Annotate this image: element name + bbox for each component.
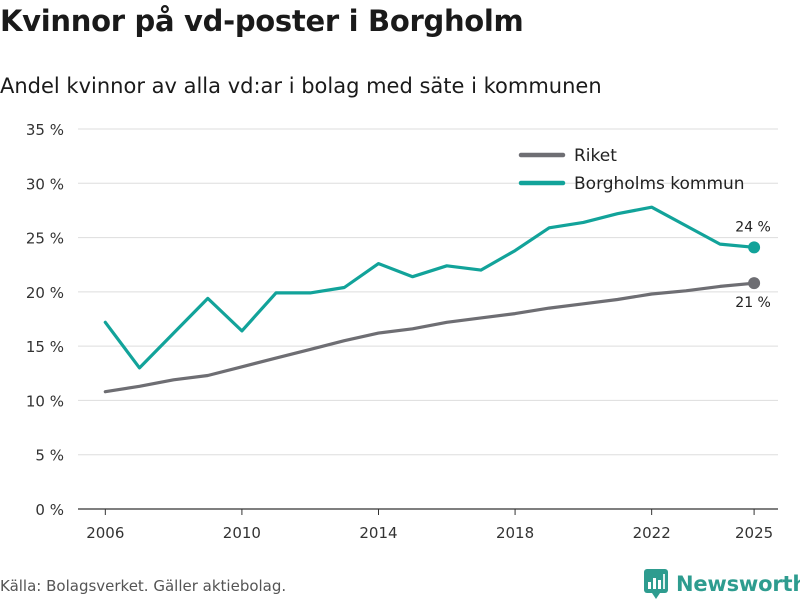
end-labels: 21 % 24 % [735, 219, 771, 311]
y-tick-label: 10 % [26, 392, 64, 410]
series-line-riket [103, 281, 756, 394]
y-tick-label: 25 % [26, 230, 64, 248]
series-lines [103, 205, 756, 394]
y-axis-ticks: 0 % 5 % 10 % 15 % 20 % 25 % 30 % 35 % [26, 121, 64, 519]
y-tick-label: 20 % [26, 284, 64, 302]
x-tick-label: 2010 [223, 524, 261, 542]
end-label-riket: 21 % [735, 295, 771, 311]
legend-label: Borgholms kommun [574, 174, 745, 194]
legend: Riket Borgholms kommun [518, 146, 745, 194]
end-point-borgholms-kommun [748, 241, 761, 254]
legend-label: Riket [574, 146, 617, 166]
x-tick-label: 2025 [735, 524, 773, 542]
chart-title: Kvinnor på vd-poster i Borgholm [0, 4, 524, 38]
end-label-borgholms-kommun: 24 % [735, 219, 771, 235]
brand-logo: Newsworthy [644, 569, 800, 599]
grid-lines [78, 128, 778, 510]
x-tick-label: 2018 [496, 524, 534, 542]
series-line-borgholms-kommun [103, 205, 756, 370]
y-tick-label: 0 % [35, 501, 64, 519]
y-tick-label: 35 % [26, 121, 64, 139]
y-tick-label: 15 % [26, 338, 64, 356]
x-tick-label: 2022 [633, 524, 671, 542]
x-tick-label: 2006 [86, 524, 124, 542]
y-tick-label: 30 % [26, 175, 64, 193]
newsworthy-icon [644, 569, 668, 599]
end-point-riket [748, 277, 761, 290]
x-tick-label: 2014 [359, 524, 397, 542]
x-axis-ticks: 2006 2010 2014 2018 2022 2025 [86, 509, 773, 542]
source-note: Källa: Bolagsverket. Gäller aktiebolag. [0, 577, 287, 595]
brand-name: Newsworthy [676, 572, 800, 596]
y-tick-label: 5 % [35, 447, 64, 465]
chart-subtitle: Andel kvinnor av alla vd:ar i bolag med … [0, 74, 602, 98]
